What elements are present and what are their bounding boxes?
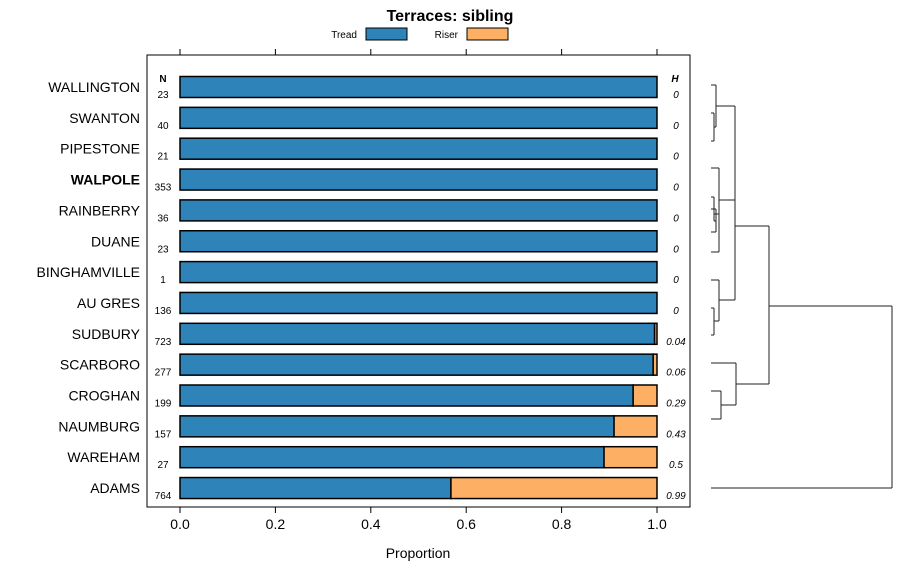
bar-tread	[179, 168, 658, 191]
h-header: H	[671, 74, 679, 85]
bar-tread	[179, 260, 658, 284]
row-label: WALPOLE	[71, 172, 140, 188]
dendrogram-branch	[711, 279, 735, 336]
row-label: NAUMBURG	[58, 418, 140, 434]
plot-panel	[146, 54, 691, 508]
n-header: N	[159, 74, 166, 85]
row-label: BINGHAMVILLE	[37, 264, 140, 280]
bar-tread	[179, 445, 605, 469]
dendrogram-branch	[711, 84, 735, 142]
bar-riser	[652, 353, 658, 376]
h-value: 0	[673, 213, 679, 224]
x-tick-label: 0.6	[456, 516, 476, 532]
x-tick-label: 0.2	[266, 516, 286, 532]
dendrogram-branch	[711, 362, 769, 420]
bar-riser	[632, 384, 658, 407]
h-value: 0.04	[666, 337, 686, 348]
row-label: ADAMS	[90, 480, 140, 496]
row-label: CROGHAN	[68, 388, 140, 404]
bar-tread	[179, 199, 658, 222]
n-value: 723	[155, 337, 172, 348]
n-value: 353	[155, 183, 172, 194]
n-value: 21	[157, 152, 169, 163]
row-label: AU GRES	[77, 295, 140, 311]
bar-riser	[653, 322, 658, 346]
n-value: 199	[155, 399, 172, 410]
n-value: 40	[157, 121, 169, 132]
h-value: 0	[673, 90, 679, 101]
h-value: 0	[673, 183, 679, 194]
h-value: 0	[673, 121, 679, 132]
row-label: WAREHAM	[67, 449, 140, 465]
row-label: SCARBORO	[60, 357, 140, 373]
n-value: 36	[157, 213, 169, 224]
h-value: 0.99	[666, 491, 686, 502]
h-value: 0	[673, 275, 679, 286]
x-tick-label: 0.8	[552, 516, 572, 532]
dendrogram-branch	[711, 167, 735, 253]
row-label: WALLINGTON	[48, 79, 140, 95]
n-value: 764	[155, 491, 172, 502]
h-value: 0.29	[666, 399, 686, 410]
legend-swatch-tread	[365, 27, 408, 41]
h-value: 0	[673, 244, 679, 255]
bar-tread	[179, 353, 654, 376]
x-tick-label: 0.4	[361, 516, 381, 532]
row-label: RAINBERRY	[59, 202, 141, 218]
chart-title: Terraces: sibling	[387, 8, 514, 25]
h-value: 0	[673, 306, 679, 317]
x-axis-label: Proportion	[386, 545, 451, 561]
bar-tread	[179, 291, 658, 315]
bar-riser	[450, 476, 658, 500]
bar-tread	[179, 415, 615, 438]
bar-tread	[179, 230, 658, 253]
n-value: 23	[157, 244, 169, 255]
dendrogram	[711, 84, 893, 489]
x-tick-label: 0.0	[170, 516, 190, 532]
n-value: 136	[155, 306, 172, 317]
bar-tread	[179, 384, 634, 407]
bar-tread	[179, 322, 656, 346]
row-label: SUDBURY	[72, 326, 141, 342]
h-value: 0.06	[666, 368, 686, 379]
bar-riser	[603, 445, 658, 469]
dendrogram-branch	[734, 106, 769, 300]
bar-tread	[179, 476, 452, 500]
bar-tread	[179, 106, 658, 130]
h-value: 0	[673, 152, 679, 163]
n-value: 277	[155, 368, 172, 379]
h-value: 0.43	[666, 429, 686, 440]
row-label: DUANE	[91, 233, 140, 249]
bar-riser	[613, 415, 658, 438]
legend-label-riser: Riser	[435, 30, 459, 41]
row-label: PIPESTONE	[60, 141, 140, 157]
legend-swatch-riser	[466, 27, 509, 41]
n-value: 23	[157, 90, 169, 101]
legend-label-tread: Tread	[331, 30, 357, 41]
n-value: 157	[155, 429, 172, 440]
n-value: 27	[157, 460, 169, 471]
x-tick-label: 1.0	[647, 516, 667, 532]
bar-tread	[179, 75, 658, 99]
n-value: 1	[160, 275, 166, 286]
dendrogram-branch	[711, 226, 893, 489]
bar-tread	[179, 137, 658, 160]
h-value: 0.5	[669, 460, 683, 471]
row-label: SWANTON	[69, 110, 140, 126]
